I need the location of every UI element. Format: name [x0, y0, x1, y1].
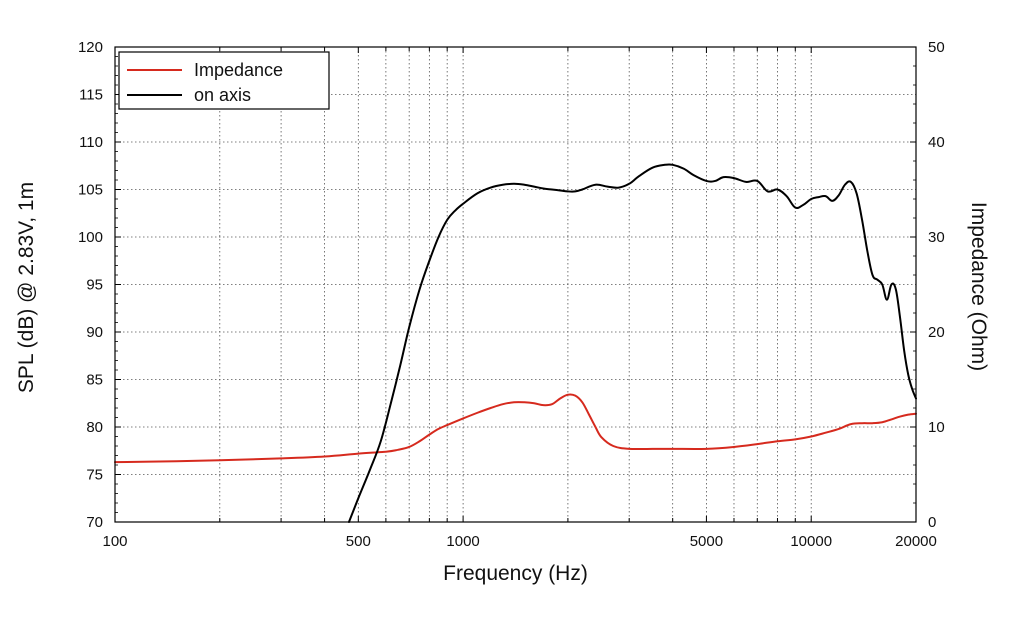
y-left-tick-label: 70: [86, 514, 103, 531]
x-tick-labels: 100 500 1000 5000 10000 20000: [102, 533, 936, 550]
y-left-tick-label: 80: [86, 419, 103, 436]
y-left-tick-label: 90: [86, 324, 103, 341]
x-tick-label: 5000: [690, 533, 723, 550]
legend: Impedance on axis: [118, 51, 330, 110]
tick-marks: [115, 46, 916, 523]
y-left-tick-label: 85: [86, 372, 103, 389]
x-axis-title: Frequency (Hz): [443, 562, 588, 585]
right-y-axis-title: Impedance (Ohm): [967, 202, 990, 371]
series-line-impedance: [114, 393, 917, 464]
series-line-on-axis: [347, 163, 917, 523]
grid: [115, 47, 916, 522]
x-tick-label: 1000: [446, 533, 479, 550]
y-right-tick-label: 20: [928, 324, 945, 341]
y-left-tick-label: 100: [78, 229, 103, 246]
legend-box: [118, 51, 330, 110]
y-left-tick-labels: 70 75 80 85 90 95 100 105 110 115 120: [78, 39, 103, 531]
x-tick-label: 10000: [790, 533, 832, 550]
y-right-tick-labels: 0 10 20 30 40 50: [928, 39, 945, 531]
y-left-tick-label: 120: [78, 39, 103, 56]
y-left-tick-label: 95: [86, 277, 103, 294]
y-right-tick-label: 50: [928, 39, 945, 56]
x-tick-label: 20000: [895, 533, 937, 550]
x-tick-label: 500: [346, 533, 371, 550]
y-right-tick-label: 10: [928, 419, 945, 436]
y-left-tick-label: 105: [78, 182, 103, 199]
y-left-tick-label: 110: [79, 134, 103, 151]
y-right-tick-label: 30: [928, 229, 945, 246]
left-y-axis-title: SPL (dB) @ 2.83V, 1m: [15, 182, 38, 393]
y-left-tick-label: 75: [86, 467, 103, 484]
y-right-tick-label: 40: [928, 134, 945, 151]
x-tick-label: 100: [102, 533, 127, 550]
y-left-tick-label: 115: [79, 87, 103, 104]
legend-label-on-axis: on axis: [194, 85, 251, 105]
y-right-tick-label: 0: [928, 514, 936, 531]
legend-label-impedance: Impedance: [194, 60, 283, 80]
plot-series: [114, 163, 917, 523]
